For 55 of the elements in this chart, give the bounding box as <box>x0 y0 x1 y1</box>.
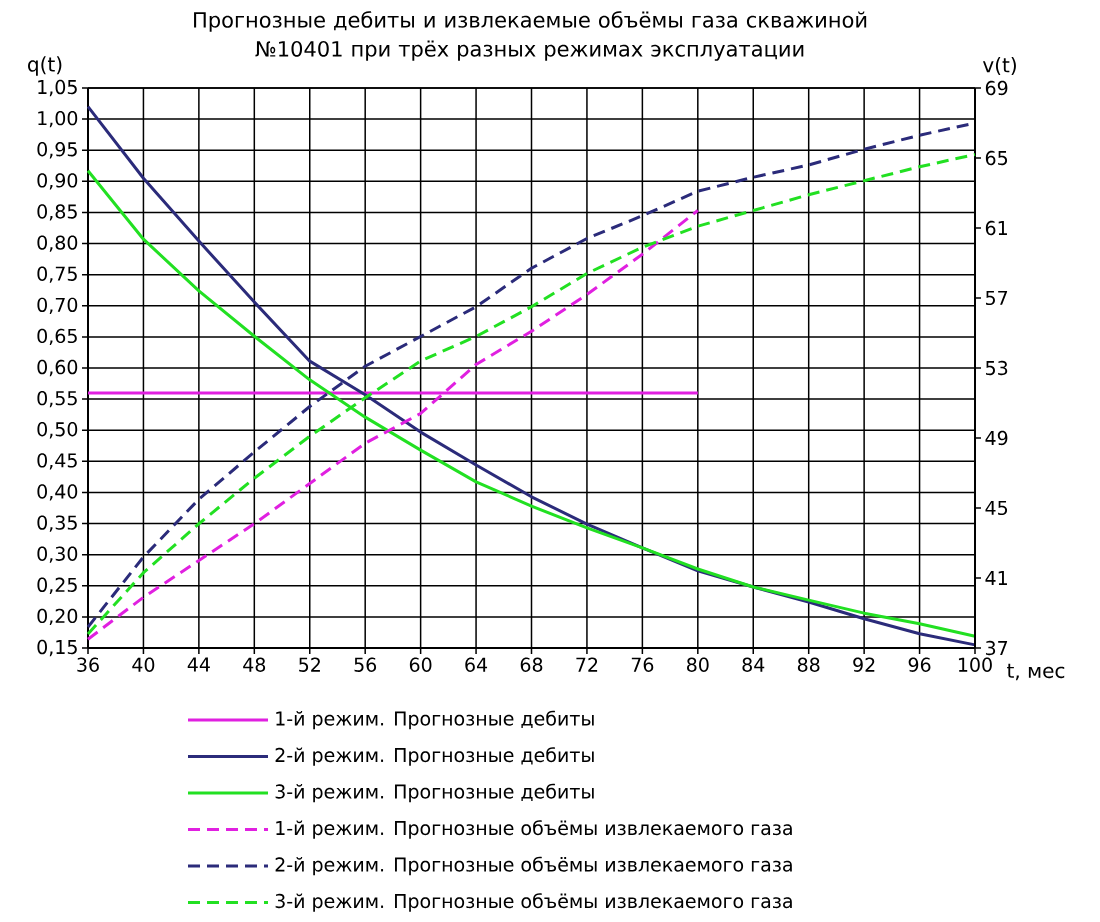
y-tick-label: 0,65 <box>37 328 77 346</box>
y-tick-label: 0,95 <box>37 142 77 159</box>
y2-axis-title: v(t) <box>982 57 1016 75</box>
legend-label: 1-й режим. Прогнозные дебиты <box>276 710 594 730</box>
y-tick-label: 0,70 <box>37 297 78 314</box>
x-tick-label: 72 <box>576 657 598 672</box>
x-tick-label: 92 <box>853 657 875 672</box>
legend-label: 1-й режим. Прогнозные объёмы извлекаемого газа <box>276 820 792 839</box>
legend-label: 3-й режим. Прогнозные дебиты <box>275 783 594 803</box>
legend-label: 2-й режим. Прогнозные объёмы извлекаемого газа <box>275 856 792 876</box>
y-tick-label: 0,45 <box>37 453 77 470</box>
x-tick-label: 80 <box>687 657 709 672</box>
y2-tick-label: 45 <box>985 500 1008 516</box>
y-tick-label: 0,40 <box>37 484 78 501</box>
y-tick-label: 0,60 <box>37 359 78 377</box>
x-tick-label: 96 <box>908 657 931 672</box>
x-tick-label: 88 <box>797 657 820 672</box>
y-tick-label: 0,90 <box>37 173 78 190</box>
x-tick-label: 44 <box>187 657 210 672</box>
x-tick-label: 56 <box>354 657 377 672</box>
y-tick-label: 0,20 <box>37 608 78 626</box>
y-tick-label: 0,85 <box>37 204 77 221</box>
y2-tick-label: 37 <box>985 640 1008 656</box>
y2-tick-label: 65 <box>985 150 1008 166</box>
x-tick-label: 84 <box>742 657 765 672</box>
x-tick-label: 36 <box>77 657 99 672</box>
y-tick-label: 0,15 <box>37 639 77 657</box>
y2-tick-label: 69 <box>985 80 1008 96</box>
x-tick-label: 40 <box>132 657 155 672</box>
chart-title: Прогнозные дебиты и извлекаемые объёмы газа скважиной №10401 при трёх разных режимах эксплуатации <box>194 11 867 61</box>
y2-tick-label: 53 <box>985 360 1008 376</box>
x-axis-title: t, мес <box>1007 663 1065 681</box>
x-tick-label: 52 <box>299 657 320 672</box>
legend-label: 3-й режим. Прогнозные объёмы извлекаемого газа <box>275 893 792 912</box>
legend-label: 2-й режим. Прогнозные дебиты <box>275 747 594 766</box>
x-tick-label: 64 <box>465 657 488 672</box>
x-tick-label: 68 <box>520 657 543 672</box>
y-tick-label: 0,35 <box>37 515 77 532</box>
y-tick-label: 0,30 <box>37 546 78 563</box>
y2-tick-label: 61 <box>985 220 1007 236</box>
y2-tick-label: 41 <box>985 571 1007 585</box>
y2-tick-label: 57 <box>985 290 1008 306</box>
x-tick-label: 76 <box>631 657 654 672</box>
y-tick-label: 0,75 <box>37 266 77 283</box>
y-tick-label: 0,55 <box>37 390 77 408</box>
x-tick-label: 48 <box>243 657 266 672</box>
x-tick-label: 100 <box>958 657 992 672</box>
y2-tick-label: 49 <box>985 430 1008 446</box>
y-tick-label: 1,00 <box>38 110 78 128</box>
y-axis-title: q(t) <box>28 56 62 76</box>
y-tick-label: 0,25 <box>37 577 77 594</box>
y-tick-label: 0,50 <box>37 422 78 439</box>
y-tick-label: 0,80 <box>37 235 78 252</box>
y-tick-label: 1,05 <box>38 79 77 97</box>
x-tick-label: 60 <box>409 657 432 672</box>
